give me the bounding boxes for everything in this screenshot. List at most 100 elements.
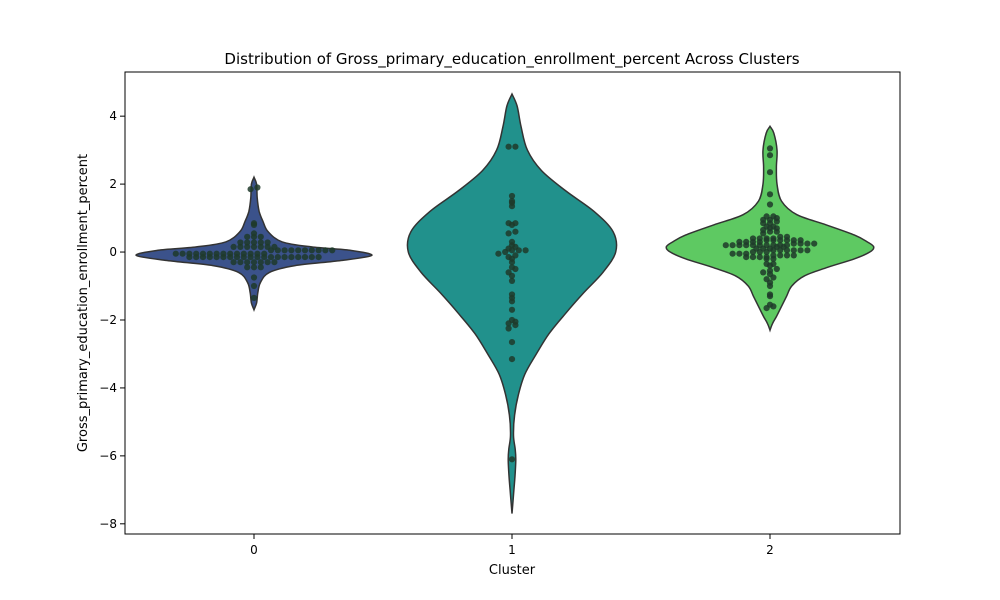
- data-point: [257, 259, 264, 266]
- y-tick-label: 0: [109, 245, 117, 259]
- data-point: [322, 247, 329, 254]
- data-point: [329, 247, 336, 254]
- data-point: [766, 169, 774, 176]
- data-point: [257, 233, 264, 240]
- data-point: [804, 247, 811, 254]
- data-point: [179, 250, 186, 257]
- data-point: [729, 242, 736, 249]
- data-point: [783, 252, 791, 259]
- data-point: [250, 259, 258, 266]
- data-point: [250, 264, 258, 271]
- x-tick-label: 1: [508, 543, 516, 557]
- data-point: [237, 243, 244, 250]
- data-point: [766, 301, 774, 308]
- data-point: [244, 243, 251, 250]
- data-point: [508, 456, 516, 463]
- data-point: [512, 143, 519, 150]
- data-point: [315, 254, 322, 261]
- x-tick-label: 0: [250, 543, 258, 557]
- data-point: [233, 250, 241, 257]
- data-point: [250, 294, 258, 301]
- y-tick-label: 2: [109, 177, 117, 191]
- data-point: [777, 252, 784, 259]
- data-point: [281, 254, 288, 261]
- data-point: [790, 247, 797, 254]
- data-point: [508, 291, 516, 298]
- data-point: [281, 247, 288, 254]
- data-point: [763, 254, 770, 261]
- data-point: [797, 237, 804, 244]
- data-point: [508, 264, 516, 271]
- data-point: [315, 247, 322, 254]
- data-point: [777, 233, 784, 240]
- data-point: [797, 247, 804, 254]
- data-point: [729, 250, 736, 257]
- data-point: [777, 242, 784, 249]
- data-point: [766, 152, 774, 159]
- data-point: [763, 242, 770, 249]
- data-point: [790, 237, 797, 244]
- data-point: [495, 250, 502, 257]
- data-point: [301, 247, 309, 254]
- data-point: [749, 235, 757, 242]
- x-tick-label: 2: [766, 543, 774, 557]
- data-point: [508, 238, 516, 245]
- data-point: [274, 254, 281, 261]
- data-point: [783, 242, 791, 249]
- data-point: [508, 356, 516, 363]
- data-point: [505, 143, 512, 150]
- data-point: [257, 239, 264, 246]
- data-point: [743, 250, 750, 257]
- data-point: [193, 250, 200, 257]
- data-point: [254, 184, 261, 191]
- y-tick-label: 4: [109, 109, 117, 123]
- data-point: [505, 254, 512, 261]
- data-point: [763, 260, 770, 267]
- data-point: [508, 306, 516, 313]
- data-point: [295, 247, 302, 254]
- y-tick-label: −6: [99, 449, 117, 463]
- data-point: [244, 233, 251, 240]
- data-point: [220, 250, 227, 257]
- plot-area: [135, 92, 875, 514]
- data-point: [756, 254, 763, 261]
- data-point: [308, 247, 315, 254]
- data-point: [308, 254, 315, 261]
- data-point: [227, 250, 234, 257]
- data-point: [512, 220, 519, 227]
- data-point: [811, 240, 818, 247]
- data-point: [172, 250, 179, 257]
- data-point: [783, 233, 791, 240]
- y-tick-label: −8: [99, 517, 117, 531]
- data-point: [763, 213, 770, 220]
- data-point: [722, 242, 729, 249]
- data-point: [250, 243, 258, 250]
- data-point: [295, 254, 302, 261]
- data-point: [790, 252, 797, 259]
- data-point: [770, 235, 777, 242]
- data-point: [257, 264, 264, 271]
- data-point: [240, 250, 247, 257]
- data-point: [264, 243, 271, 250]
- data-point: [508, 277, 516, 284]
- data-point: [250, 220, 258, 227]
- data-point: [760, 269, 767, 276]
- data-point: [804, 240, 811, 247]
- data-point: [770, 252, 777, 259]
- data-point: [522, 247, 529, 254]
- data-point: [512, 228, 519, 235]
- data-point: [508, 339, 516, 346]
- data-point: [766, 201, 774, 208]
- data-point: [271, 243, 278, 250]
- data-point: [247, 250, 254, 257]
- data-point: [244, 264, 251, 271]
- data-point: [230, 243, 237, 250]
- data-point: [505, 269, 512, 276]
- x-axis-label: Cluster: [489, 563, 536, 578]
- data-point: [770, 242, 777, 249]
- data-point: [206, 250, 213, 257]
- chart-title: Distribution of Gross_primary_education_…: [224, 50, 799, 69]
- data-point: [244, 259, 251, 266]
- data-point: [301, 254, 309, 261]
